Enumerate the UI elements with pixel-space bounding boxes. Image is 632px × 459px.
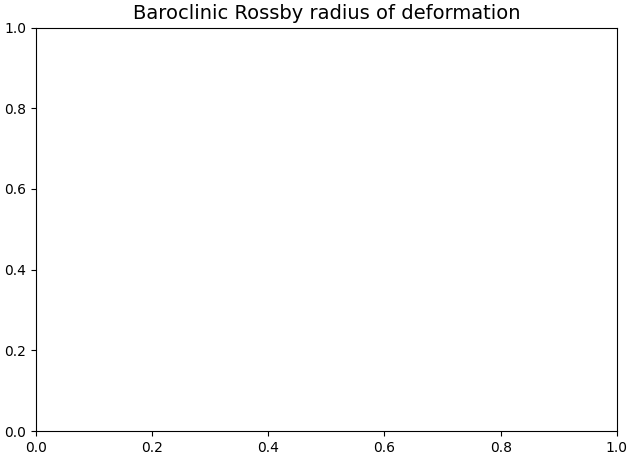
Title: Baroclinic Rossby radius of deformation: Baroclinic Rossby radius of deformation xyxy=(133,4,520,23)
